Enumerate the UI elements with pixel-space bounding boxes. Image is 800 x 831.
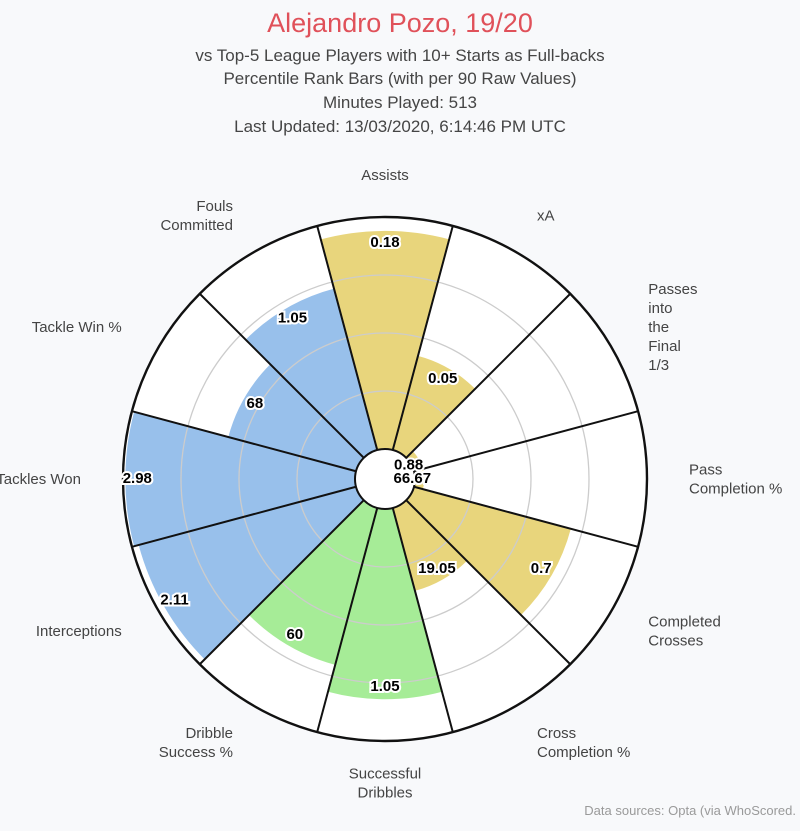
value-label-fouls-committed: 1.05: [278, 310, 307, 327]
bar-tackle-win: [228, 364, 364, 472]
spoke-line: [131, 410, 357, 473]
spoke-line: [316, 507, 379, 733]
bar-xa: [392, 355, 476, 458]
chart-title: Alejandro Pozo, 19/20: [267, 8, 533, 38]
bar-completed-crosses: [406, 486, 571, 616]
value-label-cross-completion: 19.05: [418, 560, 456, 577]
category-label-line: Completion %: [537, 744, 630, 761]
category-label-tackles-won: Tackles Won: [0, 471, 81, 488]
category-label-line: Crosses: [648, 633, 703, 650]
category-label-line: Success %: [159, 744, 233, 761]
category-label-tackle-win: Tackle Win %: [32, 319, 122, 336]
category-label-dribble-success: Dribble Success %: [159, 725, 233, 761]
chart-subtitle-comparison: vs Top-5 League Players with 10+ Starts …: [195, 46, 605, 65]
category-label-line: Completion %: [689, 481, 782, 498]
bar-cross-completion: [392, 500, 467, 591]
value-label-pass-completion: 66.67: [394, 470, 432, 487]
outer-ring: [121, 215, 649, 743]
category-label-line: Dribble: [185, 725, 233, 742]
category-label-line: xA: [537, 208, 555, 225]
category-label-line: Tackles Won: [0, 471, 81, 488]
category-label-line: Assists: [361, 167, 409, 184]
value-label-passes-into-the-final-1-3: 0.88: [394, 456, 423, 473]
category-label-line: Pass: [689, 462, 722, 479]
spoke-line: [405, 499, 571, 665]
value-label-completed-crosses: 0.7: [531, 560, 552, 577]
category-label-line: Fouls: [196, 198, 233, 215]
category-label-line: 1/3: [648, 357, 669, 374]
data-source-note: Data sources: Opta (via WhoScored.: [584, 803, 796, 818]
bar-passes-into-the-final-1-3: [406, 451, 423, 472]
value-label-xa: 0.05: [428, 370, 457, 387]
category-label-line: Successful: [349, 766, 422, 783]
category-label-line: into: [648, 300, 672, 317]
bar-pass-completion: [413, 468, 425, 490]
spoke-line: [316, 225, 379, 451]
category-label-line: Committed: [160, 217, 233, 234]
category-label-line: Cross: [537, 725, 576, 742]
category-label-cross-completion: Cross Completion %: [537, 725, 630, 761]
spoke-line: [131, 485, 357, 548]
value-label-tackle-win: 68: [247, 395, 264, 412]
value-label-assists: 0.18: [370, 234, 399, 251]
category-label-line: the: [648, 319, 669, 336]
chart-subtitle-updated: Last Updated: 13/03/2020, 6:14:46 PM UTC: [234, 117, 566, 136]
spoke-line: [391, 225, 454, 451]
category-label-line: Completed: [648, 614, 721, 631]
value-label-successful-dribbles: 1.05: [370, 678, 399, 695]
chart-subtitle-description: Percentile Rank Bars (with per 90 Raw Va…: [223, 69, 577, 88]
spoke-line: [413, 485, 639, 548]
value-label-interceptions: 2.11: [160, 591, 188, 608]
category-label-successful-dribbles: Successful Dribbles: [349, 766, 422, 802]
category-label-assists: Assists: [361, 167, 409, 184]
bar-interceptions: [138, 486, 364, 660]
category-label-pass-completion: Pass Completion %: [689, 462, 782, 498]
category-label-line: Passes: [648, 281, 697, 298]
category-label-line: Final: [648, 338, 681, 355]
bar-dribble-success: [248, 500, 378, 665]
spoke-line: [405, 293, 571, 459]
category-label-fouls-committed: Fouls Committed: [160, 198, 233, 234]
category-label-line: Dribbles: [357, 785, 412, 802]
category-label-passes-into-the-final-1-3: Passes into the Final 1/3: [648, 281, 697, 374]
category-label-interceptions: Interceptions: [36, 623, 122, 640]
bar-successful-dribbles: [327, 507, 443, 700]
value-label-tackles-won: 2.98: [123, 470, 152, 487]
category-label-line: Interceptions: [36, 623, 122, 640]
center-circle: [354, 448, 416, 510]
spoke-line: [199, 293, 365, 459]
category-label-completed-crosses: Completed Crosses: [648, 614, 721, 650]
bar-tackles-won: [125, 411, 357, 547]
value-label-dribble-success: 60: [286, 626, 303, 643]
category-label-xa: xA: [537, 208, 555, 225]
grid-ring-25: [296, 390, 474, 568]
grid-ring-50: [238, 332, 532, 626]
spoke-line: [413, 410, 639, 473]
spoke-line: [391, 507, 454, 733]
chart-subtitle-minutes: Minutes Played: 513: [322, 93, 478, 112]
bar-assists: [320, 230, 450, 451]
grid-ring-75: [180, 274, 590, 684]
spoke-line: [199, 499, 365, 665]
category-label-line: Tackle Win %: [32, 319, 122, 336]
